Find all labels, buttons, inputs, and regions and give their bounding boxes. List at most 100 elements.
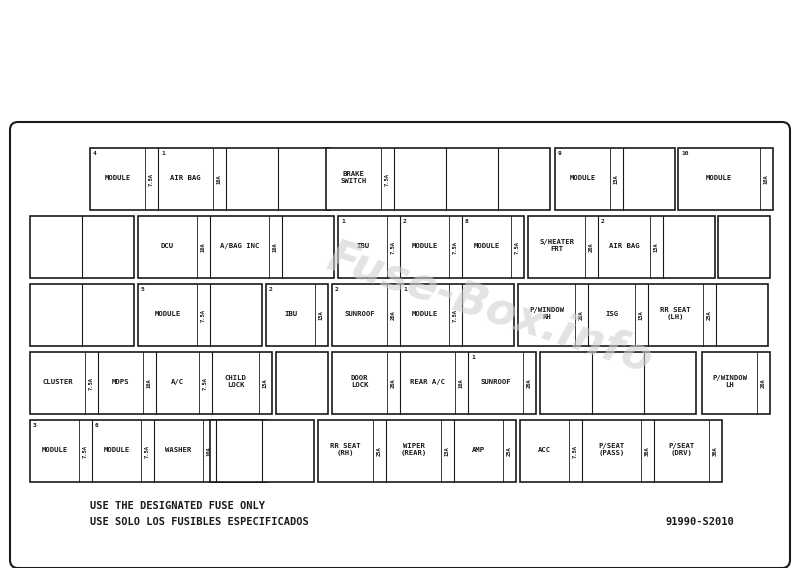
Text: 10A: 10A bbox=[764, 174, 769, 184]
Text: AIR BAG: AIR BAG bbox=[170, 175, 201, 181]
Text: MODULE: MODULE bbox=[570, 175, 596, 181]
Text: DCU: DCU bbox=[161, 243, 174, 249]
Text: 15A: 15A bbox=[614, 174, 619, 184]
Text: 10A: 10A bbox=[459, 378, 464, 388]
Bar bbox=[30, 420, 268, 482]
Bar bbox=[338, 216, 524, 278]
Bar bbox=[30, 352, 272, 414]
Text: 15A: 15A bbox=[319, 310, 324, 320]
Bar bbox=[678, 148, 773, 210]
Bar bbox=[90, 148, 330, 210]
Text: 15A: 15A bbox=[654, 242, 659, 252]
Bar bbox=[518, 284, 768, 346]
Text: 25A: 25A bbox=[707, 310, 712, 320]
Text: 7.5A: 7.5A bbox=[573, 445, 578, 457]
Text: P/SEAT
(PASS): P/SEAT (PASS) bbox=[598, 443, 625, 456]
Text: 1: 1 bbox=[161, 151, 165, 156]
Bar bbox=[318, 420, 516, 482]
Text: 7.5A: 7.5A bbox=[83, 445, 88, 457]
Text: MODULE: MODULE bbox=[154, 311, 181, 317]
Text: 7.5A: 7.5A bbox=[201, 308, 206, 321]
Bar bbox=[276, 352, 328, 414]
Text: 3: 3 bbox=[33, 423, 37, 428]
Text: AIR BAG: AIR BAG bbox=[609, 243, 639, 249]
Text: 2: 2 bbox=[601, 219, 605, 224]
Bar bbox=[210, 420, 314, 482]
Text: 7.5A: 7.5A bbox=[453, 240, 458, 253]
Bar bbox=[30, 284, 134, 346]
Text: Fuse-Box.info: Fuse-Box.info bbox=[322, 235, 658, 381]
Text: 7.5A: 7.5A bbox=[515, 240, 520, 253]
Bar bbox=[528, 216, 715, 278]
Text: SUNROOF: SUNROOF bbox=[344, 311, 375, 317]
Bar bbox=[540, 352, 696, 414]
Text: 15A: 15A bbox=[639, 310, 644, 320]
Text: MODULE: MODULE bbox=[103, 447, 130, 453]
Text: 2: 2 bbox=[335, 287, 338, 292]
Text: A/C: A/C bbox=[171, 379, 184, 385]
Text: 9: 9 bbox=[558, 151, 562, 156]
Text: P/WINDOW
RH: P/WINDOW RH bbox=[529, 307, 564, 320]
Text: 10A: 10A bbox=[207, 446, 212, 456]
Bar bbox=[702, 352, 770, 414]
Text: ISG: ISG bbox=[605, 311, 618, 317]
Text: 6: 6 bbox=[95, 423, 98, 428]
Text: 2: 2 bbox=[269, 287, 273, 292]
Text: IBU: IBU bbox=[284, 311, 297, 317]
Bar bbox=[266, 284, 328, 346]
Bar bbox=[332, 352, 536, 414]
Bar bbox=[718, 216, 770, 278]
Text: 20A: 20A bbox=[391, 378, 396, 388]
Text: IBU: IBU bbox=[356, 243, 369, 249]
Text: 30A: 30A bbox=[645, 446, 650, 456]
Text: MODULE: MODULE bbox=[706, 175, 732, 181]
Text: 1: 1 bbox=[403, 287, 406, 292]
Text: REAR A/C: REAR A/C bbox=[410, 379, 445, 385]
Text: 20A: 20A bbox=[579, 310, 584, 320]
Text: 5: 5 bbox=[141, 287, 145, 292]
Text: USE THE DESIGNATED FUSE ONLY: USE THE DESIGNATED FUSE ONLY bbox=[90, 501, 265, 511]
Text: 20A: 20A bbox=[391, 310, 396, 320]
Text: RR SEAT
(LH): RR SEAT (LH) bbox=[660, 307, 691, 320]
Text: 7.5A: 7.5A bbox=[453, 308, 458, 321]
Text: 20A: 20A bbox=[527, 378, 532, 388]
Text: 10: 10 bbox=[681, 151, 689, 156]
Text: 7.5A: 7.5A bbox=[145, 445, 150, 457]
Bar bbox=[555, 148, 675, 210]
Text: CLUSTER: CLUSTER bbox=[42, 379, 73, 385]
Text: 8: 8 bbox=[465, 219, 469, 224]
Text: P/WINDOW
LH: P/WINDOW LH bbox=[712, 375, 747, 389]
Text: MDPS: MDPS bbox=[112, 379, 130, 385]
Text: 30A: 30A bbox=[713, 446, 718, 456]
Text: S/HEATER
FRT: S/HEATER FRT bbox=[539, 239, 574, 252]
Text: P/SEAT
(DRV): P/SEAT (DRV) bbox=[668, 443, 694, 456]
Bar bbox=[332, 284, 514, 346]
Bar bbox=[138, 216, 334, 278]
Text: 25A: 25A bbox=[377, 446, 382, 456]
Bar bbox=[30, 216, 134, 278]
Text: WIPER
(REAR): WIPER (REAR) bbox=[400, 443, 426, 456]
Text: 15A: 15A bbox=[445, 446, 450, 456]
Text: MODULE: MODULE bbox=[474, 243, 500, 249]
Text: AMP: AMP bbox=[472, 447, 485, 453]
Text: ACC: ACC bbox=[538, 447, 551, 453]
Text: 15A: 15A bbox=[263, 378, 268, 388]
Text: A/BAG INC: A/BAG INC bbox=[220, 243, 259, 249]
Bar bbox=[138, 284, 262, 346]
Text: 25A: 25A bbox=[507, 446, 512, 456]
FancyBboxPatch shape bbox=[10, 122, 790, 568]
Text: 91990-S2010: 91990-S2010 bbox=[666, 517, 734, 527]
Text: 1: 1 bbox=[341, 219, 345, 224]
Bar bbox=[520, 420, 722, 482]
Text: 1: 1 bbox=[471, 355, 474, 360]
Text: 10A: 10A bbox=[273, 242, 278, 252]
Text: 2: 2 bbox=[403, 219, 406, 224]
Text: 10A: 10A bbox=[217, 174, 222, 184]
Text: 20A: 20A bbox=[761, 378, 766, 388]
Text: USE SOLO LOS FUSIBLES ESPECIFICADOS: USE SOLO LOS FUSIBLES ESPECIFICADOS bbox=[90, 517, 309, 527]
Text: SUNROOF: SUNROOF bbox=[480, 379, 511, 385]
Text: CHILD
LOCK: CHILD LOCK bbox=[225, 375, 246, 389]
Text: BRAKE
SWITCH: BRAKE SWITCH bbox=[340, 172, 366, 184]
Text: DOOR
LOCK: DOOR LOCK bbox=[350, 375, 368, 389]
Bar bbox=[326, 148, 550, 210]
